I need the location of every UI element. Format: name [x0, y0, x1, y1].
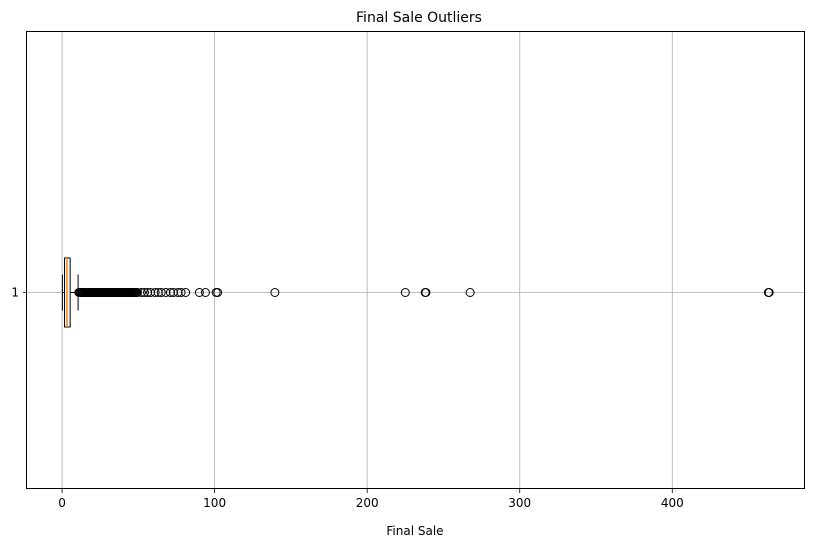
y-axis: 1 [11, 286, 27, 300]
outlier-point [156, 288, 166, 297]
outlier-point [213, 288, 223, 297]
outlier-point [132, 288, 142, 297]
x-tick-label: 0 [58, 496, 66, 510]
x-tick-label: 100 [203, 496, 226, 510]
y-tick-label: 1 [11, 286, 19, 300]
x-tick-label: 400 [661, 496, 684, 510]
outlier-point [465, 288, 475, 297]
outlier-point [200, 288, 210, 297]
outlier-point [421, 288, 431, 297]
grid-lines [27, 32, 805, 489]
outlier-point [400, 288, 410, 297]
outlier-point [181, 288, 191, 297]
outlier-point [194, 288, 204, 297]
x-tick-label: 300 [508, 496, 531, 510]
x-axis-label: Final Sale [386, 524, 443, 538]
outlier-point [139, 288, 149, 297]
plot-area [61, 257, 774, 328]
outlier-point [136, 288, 146, 297]
x-axis: 0 100 200 300 400 [58, 489, 684, 510]
outlier-point [176, 288, 186, 297]
x-tick-label: 200 [356, 496, 379, 510]
chart-title: Final Sale Outliers [356, 10, 482, 26]
outlier-point [150, 288, 160, 297]
outlier-point [270, 288, 280, 297]
plot-frame [26, 31, 805, 489]
outlier-point [764, 288, 774, 297]
